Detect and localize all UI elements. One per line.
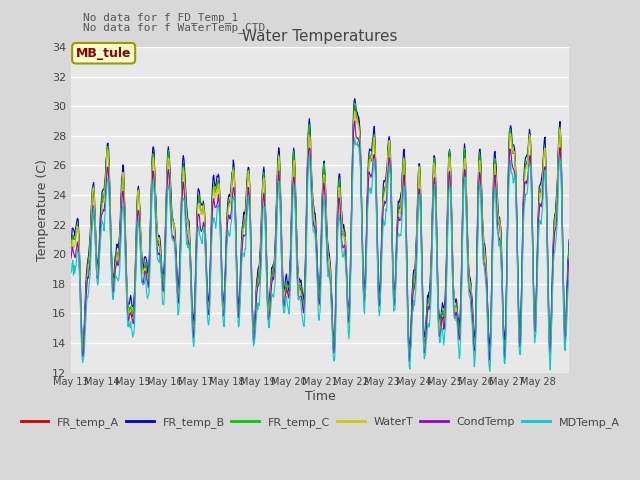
FR_temp_B <box>351 96 358 101</box>
FR_temp_A <box>372 158 380 164</box>
CondTemp <box>125 312 133 318</box>
FR_temp_A <box>217 240 225 245</box>
FR_temp_B <box>565 237 573 243</box>
MDTemp_A <box>67 269 75 275</box>
FR_temp_B <box>260 170 268 176</box>
FR_temp_A <box>485 351 493 357</box>
MDTemp_A <box>372 176 380 182</box>
WaterT <box>242 213 250 219</box>
Legend: FR_temp_A, FR_temp_B, FR_temp_C, WaterT, CondTemp, MDTemp_A: FR_temp_A, FR_temp_B, FR_temp_C, WaterT,… <box>16 412 624 432</box>
X-axis label: Time: Time <box>305 390 335 403</box>
FR_temp_B <box>372 155 380 160</box>
CondTemp <box>565 256 573 262</box>
FR_temp_A <box>242 209 250 215</box>
FR_temp_C <box>217 236 225 242</box>
FR_temp_C <box>565 243 573 249</box>
MDTemp_A <box>486 368 493 374</box>
CondTemp <box>217 247 225 253</box>
FR_temp_B <box>125 300 133 306</box>
MDTemp_A <box>565 270 573 276</box>
WaterT <box>67 255 75 261</box>
FR_temp_A <box>351 103 358 108</box>
FR_temp_C <box>125 306 133 312</box>
Line: CondTemp: CondTemp <box>71 121 569 361</box>
FR_temp_A <box>565 248 573 254</box>
WaterT <box>399 156 407 162</box>
WaterT <box>372 156 380 162</box>
FR_temp_B <box>399 149 407 155</box>
FR_temp_C <box>399 156 407 162</box>
FR_temp_C <box>260 180 268 186</box>
Text: MB_tule: MB_tule <box>76 47 131 60</box>
FR_temp_A <box>260 177 268 182</box>
MDTemp_A <box>260 204 268 210</box>
FR_temp_B <box>242 205 250 211</box>
MDTemp_A <box>217 257 225 263</box>
FR_temp_A <box>67 244 75 250</box>
Y-axis label: Temperature (C): Temperature (C) <box>36 159 49 261</box>
Line: FR_temp_C: FR_temp_C <box>71 103 569 353</box>
MDTemp_A <box>242 246 250 252</box>
MDTemp_A <box>399 186 407 192</box>
CondTemp <box>399 178 407 183</box>
Line: FR_temp_B: FR_temp_B <box>71 98 569 351</box>
CondTemp <box>406 358 413 364</box>
FR_temp_C <box>67 245 75 251</box>
CondTemp <box>242 232 250 238</box>
CondTemp <box>372 170 380 176</box>
MDTemp_A <box>351 135 358 141</box>
FR_temp_C <box>242 209 250 215</box>
FR_temp_C <box>372 156 380 161</box>
FR_temp_C <box>351 100 358 106</box>
WaterT <box>125 309 133 315</box>
CondTemp <box>351 118 358 124</box>
WaterT <box>260 181 268 187</box>
FR_temp_B <box>217 234 225 240</box>
Text: No data for f WaterTemp_CTD: No data for f WaterTemp_CTD <box>83 22 266 33</box>
Line: FR_temp_A: FR_temp_A <box>71 106 569 354</box>
Line: MDTemp_A: MDTemp_A <box>71 138 569 371</box>
FR_temp_B <box>406 348 413 354</box>
Line: WaterT: WaterT <box>71 111 569 366</box>
WaterT <box>217 237 225 242</box>
CondTemp <box>67 255 75 261</box>
WaterT <box>565 253 573 259</box>
WaterT <box>486 363 493 369</box>
CondTemp <box>260 197 268 203</box>
FR_temp_A <box>125 307 133 313</box>
Title: Water Temperatures: Water Temperatures <box>243 29 397 44</box>
WaterT <box>351 108 358 114</box>
FR_temp_B <box>67 240 75 246</box>
MDTemp_A <box>125 322 133 328</box>
FR_temp_C <box>406 350 413 356</box>
Text: No data for f FD_Temp_1: No data for f FD_Temp_1 <box>83 12 239 23</box>
FR_temp_A <box>399 160 407 166</box>
